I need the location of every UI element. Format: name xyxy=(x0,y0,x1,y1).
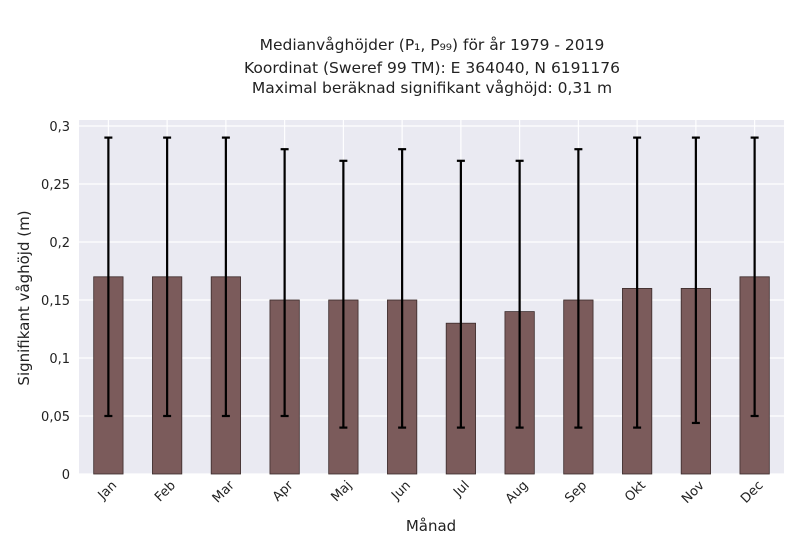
y-axis-label: Signifikant våghöjd (m) xyxy=(15,210,33,385)
error-bar-aug xyxy=(515,159,524,429)
x-tick-label: Okt xyxy=(622,478,649,505)
chart-title-line-1: Medianvåghöjder (P₁, P₉₉) för år 1979 - … xyxy=(259,36,605,54)
x-tick-label: Aug xyxy=(503,478,532,507)
y-tick-label: 0,15 xyxy=(41,294,70,309)
chart-title-line-2: Koordinat (Sweref 99 TM): E 364040, N 61… xyxy=(244,59,620,77)
error-bar-jul xyxy=(456,159,465,429)
error-bars xyxy=(104,136,759,429)
plot-background xyxy=(79,120,784,474)
x-tick-label: Jul xyxy=(450,478,472,500)
y-tick-label: 0,25 xyxy=(41,178,70,193)
error-bar-jan xyxy=(104,136,113,418)
error-bar-jun xyxy=(398,148,407,429)
y-tick-label: 0,2 xyxy=(49,236,70,251)
y-tick-label: 0,05 xyxy=(41,410,70,425)
x-tick-label: Maj xyxy=(328,478,355,505)
error-bar-sep xyxy=(574,148,583,429)
x-tick-label: Mar xyxy=(210,478,238,506)
y-tick-label: 0,3 xyxy=(49,120,70,135)
error-bar-dec xyxy=(750,136,759,418)
error-bar-feb xyxy=(163,136,172,418)
error-bar-mar xyxy=(221,136,230,418)
x-tick-label: Jan xyxy=(95,478,120,503)
error-bar-apr xyxy=(280,148,289,418)
error-bar-okt xyxy=(633,136,642,429)
x-tick-label: Jun xyxy=(388,478,414,504)
chart-title-line-3: Maximal beräknad signifikant våghöjd: 0,… xyxy=(251,79,613,97)
x-tick-label: Feb xyxy=(152,478,179,505)
y-tick-label: 0 xyxy=(62,468,70,483)
y-ticks: 0 0,05 0,1 0,15 0,2 0,25 0,3 xyxy=(41,120,70,483)
x-tick-label: Nov xyxy=(679,478,708,507)
error-bar-nov xyxy=(691,136,700,425)
x-axis-label: Månad xyxy=(406,517,456,535)
error-bar-maj xyxy=(339,159,348,429)
y-tick-label: 0,1 xyxy=(49,352,70,367)
x-tick-label: Sep xyxy=(562,478,590,506)
x-tick-label: Dec xyxy=(738,478,766,506)
x-tick-label: Apr xyxy=(270,478,297,505)
x-ticks: Jan Feb Mar Apr Maj Jun Jul Aug Sep Okt Nov Dec xyxy=(95,478,767,507)
